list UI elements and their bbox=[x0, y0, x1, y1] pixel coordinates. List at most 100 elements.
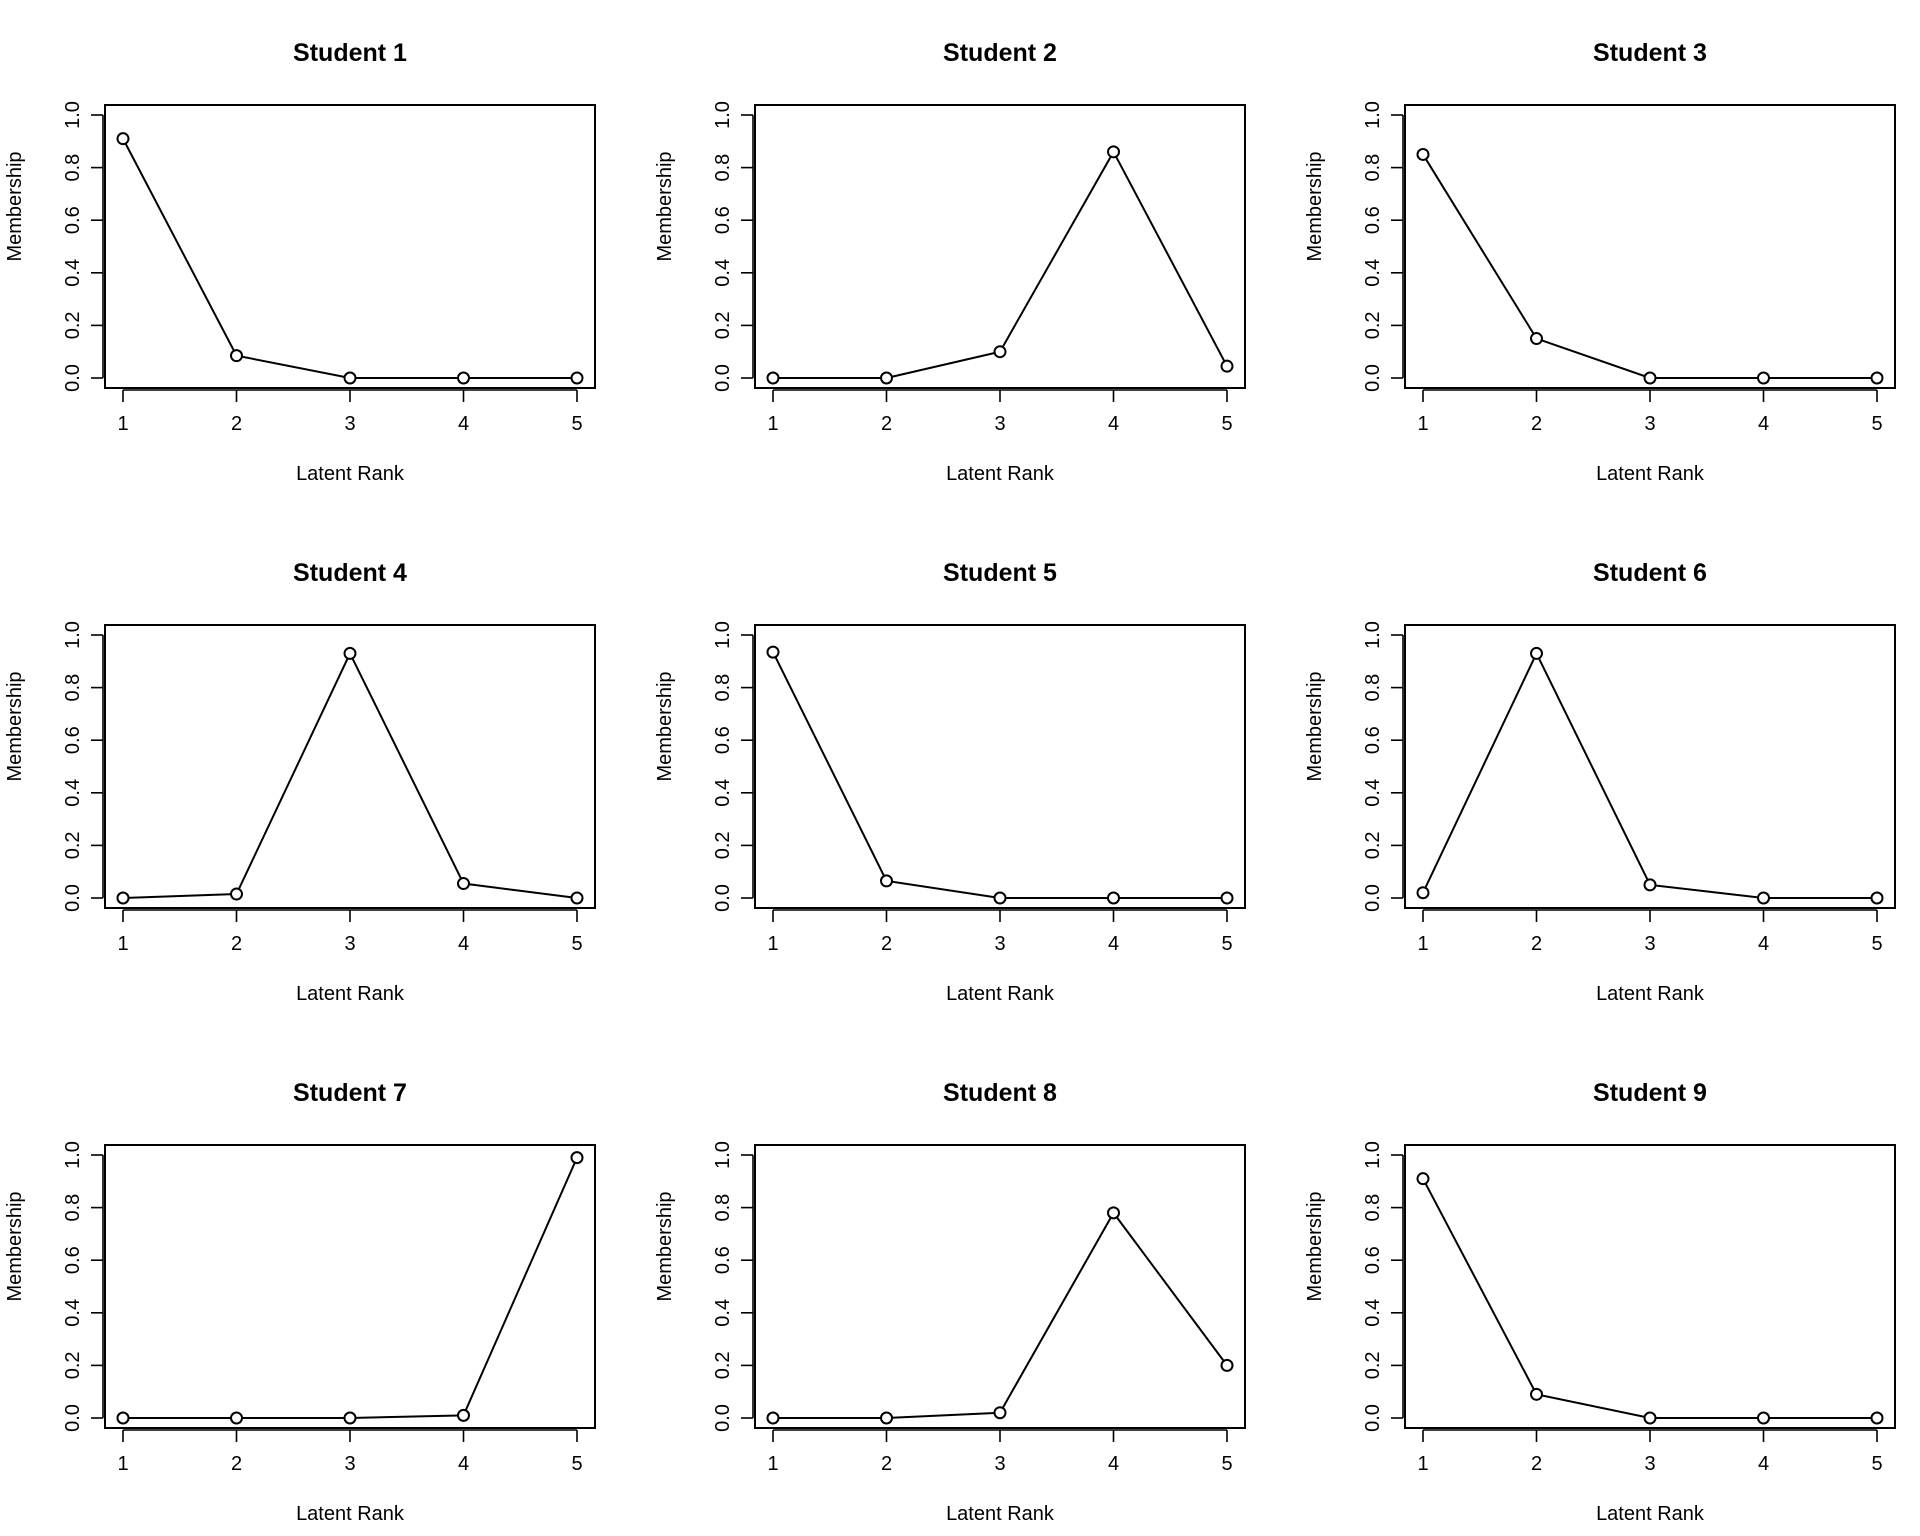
data-point bbox=[118, 1413, 129, 1424]
membership-series-line bbox=[773, 1213, 1227, 1418]
membership-series-line bbox=[1423, 1179, 1877, 1418]
y-axis-label: Membership bbox=[654, 1191, 676, 1301]
y-tick-label: 0.4 bbox=[712, 1299, 734, 1327]
x-tick-label: 2 bbox=[1531, 413, 1542, 435]
x-tick-label: 3 bbox=[1644, 933, 1655, 955]
y-tick-label: 0.0 bbox=[62, 884, 84, 912]
data-point bbox=[231, 1413, 242, 1424]
y-tick-label: 0.6 bbox=[62, 726, 84, 754]
y-axis-label: Membership bbox=[654, 151, 676, 261]
x-tick-label: 2 bbox=[1531, 1453, 1542, 1475]
y-tick-label: 0.4 bbox=[62, 1299, 84, 1327]
plot-frame bbox=[105, 625, 595, 908]
data-point bbox=[1108, 1207, 1119, 1218]
y-tick-label: 0.6 bbox=[712, 726, 734, 754]
y-tick-label: 0.0 bbox=[1362, 1404, 1384, 1432]
membership-series-line bbox=[123, 653, 577, 898]
y-tick-label: 0.8 bbox=[62, 154, 84, 182]
plot-frame bbox=[1405, 105, 1895, 388]
x-tick-label: 5 bbox=[1871, 933, 1882, 955]
y-tick-label: 1.0 bbox=[62, 101, 84, 129]
x-tick-label: 3 bbox=[994, 933, 1005, 955]
y-tick-label: 0.0 bbox=[1362, 364, 1384, 392]
data-point bbox=[1418, 1173, 1429, 1184]
x-tick-label: 2 bbox=[231, 1453, 242, 1475]
y-tick-label: 0.8 bbox=[62, 1194, 84, 1222]
chart-title: Student 5 bbox=[943, 559, 1057, 587]
x-tick-label: 4 bbox=[1758, 413, 1769, 435]
data-point bbox=[1872, 1413, 1883, 1424]
y-tick-label: 0.8 bbox=[1362, 674, 1384, 702]
x-tick-label: 4 bbox=[1108, 933, 1119, 955]
membership-series-line bbox=[773, 152, 1227, 378]
student-panel-8: Student 81 2 3 4 5Latent Rank0.00.20.40.60.8… bbox=[654, 1079, 1245, 1525]
y-axis-label: Membership bbox=[1304, 151, 1326, 261]
student-panel-9: Student 9 1 2 3 4 5 Latent Rank 0.0 0.2 0.4 0.6 0.8… bbox=[1304, 1079, 1895, 1525]
data-point bbox=[1645, 1413, 1656, 1424]
data-point bbox=[1418, 149, 1429, 160]
student-panel-3: Student 3 1 2 3 4 5 Latent Rank 0.0 0.2 0.4 0.6 0.8… bbox=[1304, 39, 1895, 485]
y-tick-label: 1.0 bbox=[1362, 1141, 1384, 1169]
x-tick-label: 5 bbox=[1221, 1453, 1232, 1475]
data-point bbox=[1758, 893, 1769, 904]
y-tick-label: 1.0 bbox=[712, 1141, 734, 1169]
y-tick-label: 0.8 bbox=[712, 154, 734, 182]
data-point bbox=[118, 893, 129, 904]
x-tick-label: 1 bbox=[1417, 413, 1428, 435]
y-tick-label: 1.0 bbox=[62, 1141, 84, 1169]
data-point bbox=[1645, 879, 1656, 890]
data-point bbox=[458, 1410, 469, 1421]
data-point bbox=[1872, 893, 1883, 904]
data-point bbox=[118, 133, 129, 144]
student-panel-2: Student 2 1 2 3 4 5 Latent Rank 0.0 0.2 0.4 0.6 0.8… bbox=[654, 39, 1245, 485]
x-tick-label: 2 bbox=[881, 933, 892, 955]
data-point bbox=[768, 1413, 779, 1424]
x-tick-label: 1 bbox=[1417, 933, 1428, 955]
membership-series-line bbox=[1423, 653, 1877, 898]
y-axis-label: Membership bbox=[1304, 1191, 1326, 1301]
x-tick-label: 4 bbox=[1108, 1453, 1119, 1475]
x-axis-label: Latent Rank bbox=[946, 1503, 1055, 1525]
chart-title: Student 9 bbox=[1593, 1079, 1707, 1107]
y-tick-label: 0.2 bbox=[62, 1351, 84, 1379]
y-tick-label: 0.0 bbox=[712, 364, 734, 392]
data-point bbox=[345, 373, 356, 384]
plot-frame bbox=[1405, 1145, 1895, 1428]
x-tick-label: 2 bbox=[231, 413, 242, 435]
x-axis-label: Latent Rank bbox=[296, 463, 405, 485]
x-axis-label: Latent Rank bbox=[296, 1503, 405, 1525]
x-tick-label: 5 bbox=[1221, 413, 1232, 435]
y-tick-label: 0.2 bbox=[1362, 831, 1384, 859]
x-tick-label: 1 bbox=[117, 933, 128, 955]
chart-title: Student 4 bbox=[293, 559, 407, 587]
x-tick-label: 2 bbox=[881, 1453, 892, 1475]
data-point bbox=[231, 889, 242, 900]
x-tick-label: 3 bbox=[344, 413, 355, 435]
y-axis-label: Membership bbox=[4, 151, 26, 261]
data-point bbox=[1222, 361, 1233, 372]
y-tick-label: 0.8 bbox=[712, 1194, 734, 1222]
data-point bbox=[995, 1407, 1006, 1418]
membership-series-line bbox=[773, 652, 1227, 898]
y-tick-label: 0.6 bbox=[1362, 206, 1384, 234]
data-point bbox=[1108, 146, 1119, 157]
data-point bbox=[995, 893, 1006, 904]
x-tick-label: 3 bbox=[994, 413, 1005, 435]
x-tick-label: 5 bbox=[1221, 933, 1232, 955]
x-tick-label: 5 bbox=[1871, 1453, 1882, 1475]
x-tick-label: 5 bbox=[571, 413, 582, 435]
y-tick-label: 0.0 bbox=[62, 364, 84, 392]
y-axis-label: Membership bbox=[1304, 671, 1326, 781]
plot-frame bbox=[1405, 625, 1895, 908]
membership-series-line bbox=[1423, 154, 1877, 378]
y-tick-label: 0.4 bbox=[1362, 779, 1384, 807]
data-point bbox=[881, 1413, 892, 1424]
data-point bbox=[572, 893, 583, 904]
data-point bbox=[345, 1413, 356, 1424]
data-point bbox=[1645, 373, 1656, 384]
y-tick-label: 1.0 bbox=[62, 621, 84, 649]
x-tick-label: 5 bbox=[1871, 413, 1882, 435]
chart-title: Student 2 bbox=[943, 39, 1057, 67]
y-tick-label: 0.0 bbox=[62, 1404, 84, 1432]
